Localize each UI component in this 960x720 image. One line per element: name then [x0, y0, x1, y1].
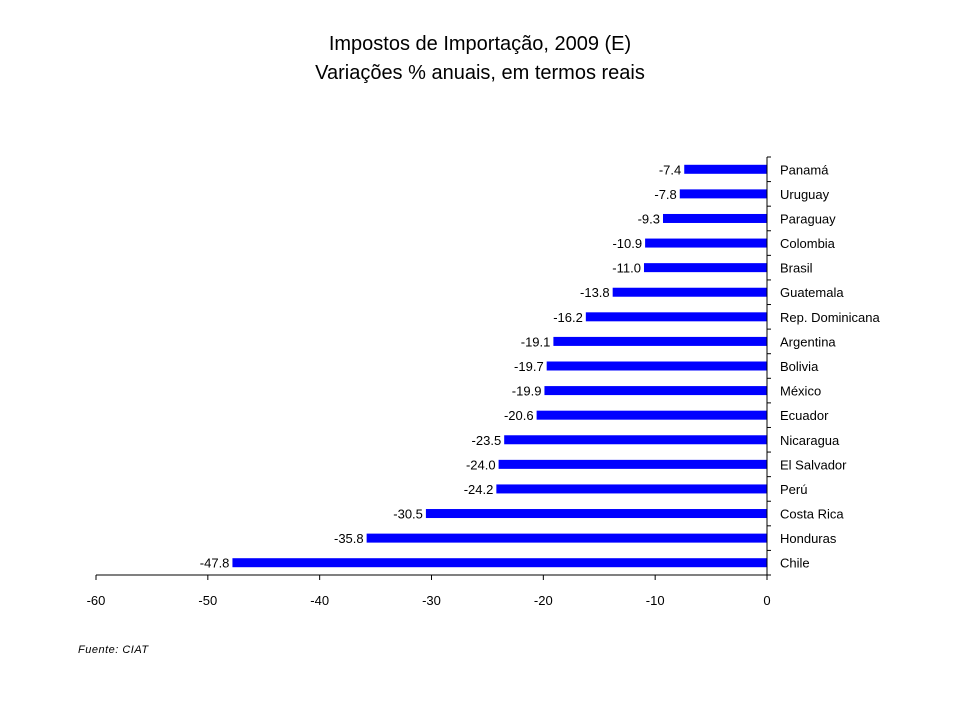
data-label: -7.8 [654, 187, 676, 202]
category-label: Bolivia [780, 359, 819, 374]
category-label: El Salvador [780, 457, 847, 472]
data-label: -7.4 [659, 162, 681, 177]
bar [498, 459, 767, 469]
bar [585, 312, 767, 322]
bar [662, 213, 767, 223]
category-label: México [780, 384, 821, 399]
category-label: Brasil [780, 261, 813, 276]
data-label: -19.1 [521, 334, 551, 349]
category-label: Chile [780, 556, 810, 571]
data-label: -24.0 [466, 457, 496, 472]
bar [544, 386, 767, 396]
value-axis-tick-label: -10 [646, 593, 665, 608]
value-axis-tick-label: -50 [198, 593, 217, 608]
bar [504, 435, 767, 445]
data-label: -13.8 [580, 285, 610, 300]
data-label: -19.7 [514, 359, 544, 374]
value-axis-tick-label: -30 [422, 593, 441, 608]
value-axis-tick-label: -40 [310, 593, 329, 608]
data-label: -30.5 [393, 507, 423, 522]
chart-title: Impostos de Importação, 2009 (E) [328, 33, 632, 55]
bar [643, 263, 767, 273]
bar [645, 238, 767, 248]
bar [496, 484, 767, 494]
bar [684, 164, 767, 174]
category-label: Panamá [780, 162, 829, 177]
data-label: -19.9 [512, 384, 542, 399]
bar [536, 410, 767, 420]
source-note: Fuente: CIAT [78, 644, 149, 656]
category-label: Colombia [780, 236, 836, 251]
data-label: -9.3 [638, 211, 660, 226]
data-label: -16.2 [553, 310, 583, 325]
category-label: Costa Rica [780, 507, 844, 522]
category-label: Nicaragua [780, 433, 840, 448]
data-label: -47.8 [200, 556, 230, 571]
value-axis-tick-label: -20 [534, 593, 553, 608]
data-label: -23.5 [472, 433, 502, 448]
category-label: Ecuador [780, 408, 829, 423]
category-label: Rep. Dominicana [780, 310, 880, 325]
category-label: Guatemala [780, 285, 844, 300]
data-label: -11.0 [612, 261, 641, 276]
category-label: Argentina [780, 334, 836, 349]
data-label: -20.6 [504, 408, 534, 423]
value-axis-tick-label: 0 [763, 593, 770, 608]
bar [553, 336, 767, 346]
chart-title-block: Impostos de Importação, 2009 (E) Variaçõ… [0, 30, 960, 88]
category-label: Uruguay [780, 187, 830, 202]
data-label: -10.9 [612, 236, 642, 251]
chart-subtitle: Variações % anuais, em termos reais [315, 62, 645, 84]
value-axis-tick-label: -60 [87, 593, 106, 608]
bar [612, 287, 767, 297]
category-label: Paraguay [780, 211, 836, 226]
bar [366, 533, 767, 543]
category-label: Perú [780, 482, 807, 497]
bar [679, 189, 767, 199]
data-label: -24.2 [464, 482, 494, 497]
data-label: -35.8 [334, 531, 364, 546]
bar [425, 509, 767, 519]
category-label: Honduras [780, 531, 837, 546]
bar [232, 558, 768, 568]
bar [546, 361, 767, 371]
